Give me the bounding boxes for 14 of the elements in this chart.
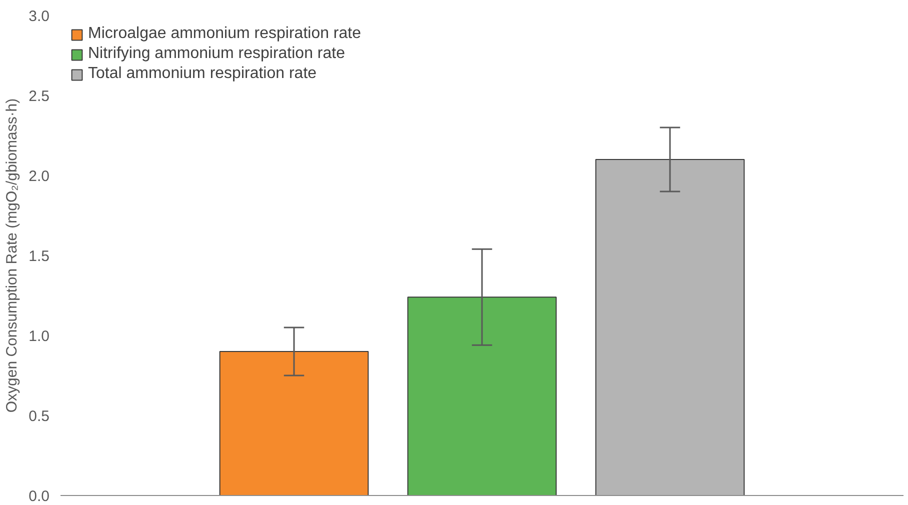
y-tick-label: 2.5	[28, 88, 50, 105]
y-tick-label: 0.5	[28, 408, 50, 425]
y-tick-label: 1.5	[28, 248, 50, 265]
bar	[407, 296, 557, 496]
y-tick-label: 0.0	[28, 488, 50, 505]
y-tick-label: 3.0	[28, 8, 50, 25]
legend-label: Microalgae ammonium respiration rate	[88, 25, 361, 43]
y-tick-label: 1.0	[28, 328, 50, 345]
bar	[595, 159, 745, 496]
bar	[219, 351, 369, 496]
y-axis-title: Oxygen Consumption Rate (mgO₂/gbiomass·h)	[4, 98, 21, 413]
legend-label: Nitrifying ammonium respiration rate	[88, 45, 345, 63]
y-tick-label: 2.0	[28, 168, 50, 185]
legend-label: Total ammonium respiration rate	[88, 65, 317, 83]
